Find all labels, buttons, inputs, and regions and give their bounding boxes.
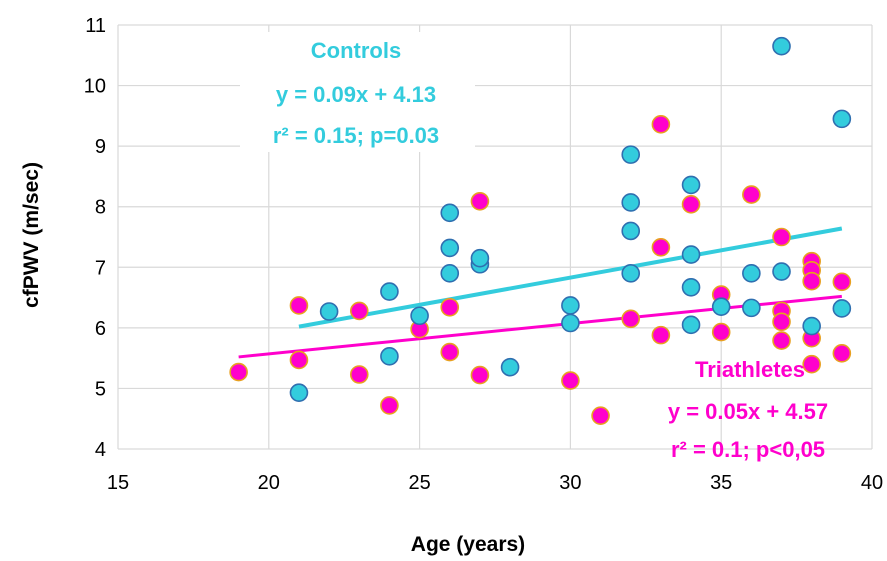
x-tick-label: 30	[559, 472, 581, 494]
triathletes-point	[681, 194, 701, 214]
controls-annotation-bg	[240, 32, 475, 152]
controls-point	[742, 298, 761, 318]
triathletes-point	[349, 365, 369, 384]
triathletes-point	[561, 371, 580, 390]
annotations: Controls y = 0.09x + 4.13 r² = 0.15; p=0.0…	[240, 32, 828, 462]
controls-point	[681, 315, 701, 335]
triathletes-annotation-line: y = 0.05x + 4.57	[668, 399, 828, 424]
y-tick-label: 4	[95, 439, 106, 461]
controls-point	[772, 36, 791, 56]
controls-point	[380, 347, 399, 366]
triathletes-point	[289, 350, 309, 370]
triathletes-trendline	[238, 294, 842, 359]
triathletes-point	[651, 325, 671, 345]
controls-point	[681, 277, 701, 297]
controls-point	[621, 264, 641, 283]
y-axis-title: cfPWV (m/sec)	[20, 162, 43, 308]
controls-annotation-line: r² = 0.15; p=0.03	[273, 123, 439, 148]
triathletes-point	[470, 365, 490, 385]
controls-point	[440, 238, 460, 258]
triathletes-point	[440, 342, 460, 362]
controls-trendline	[298, 226, 843, 329]
y-tick-label: 11	[85, 15, 106, 37]
triathletes-point	[832, 272, 852, 292]
triathletes-point	[772, 227, 791, 247]
controls-point	[711, 297, 731, 316]
controls-point	[500, 357, 520, 377]
x-tick-label: 20	[258, 472, 280, 494]
controls-point	[621, 145, 641, 164]
controls-point	[470, 248, 490, 268]
triathletes-point	[772, 331, 791, 350]
x-tick-label: 25	[408, 472, 430, 494]
triathletes-point	[621, 309, 641, 329]
triathletes-point	[772, 312, 791, 332]
controls-point	[380, 282, 399, 301]
data-points	[229, 36, 852, 425]
controls-point	[410, 306, 429, 326]
controls-point	[681, 175, 701, 195]
triathletes-point	[229, 362, 248, 382]
triathletes-point	[711, 322, 731, 342]
tick-labels: 4 5 6 7 8 9 10 11 15 20 25 30 35 40	[84, 15, 883, 494]
controls-point	[440, 264, 460, 283]
y-tick-label: 5	[95, 378, 106, 400]
triathletes-point	[832, 343, 852, 363]
triathletes-point	[651, 237, 671, 257]
controls-point	[561, 313, 580, 333]
controls-annotation-line: Controls	[311, 38, 401, 63]
controls-point	[681, 245, 701, 264]
triathletes-point	[470, 191, 490, 211]
triathletes-point	[349, 301, 369, 321]
triathletes-annotation-line: Triathletes	[695, 357, 805, 382]
y-tick-label: 8	[95, 197, 106, 219]
triathletes-point	[651, 115, 671, 134]
controls-point	[742, 264, 761, 283]
triathletes-point	[802, 271, 821, 291]
x-tick-label: 15	[107, 472, 129, 494]
triathletes-annotation-line: r² = 0.1; p<0,05	[671, 437, 825, 462]
triathletes-point	[742, 185, 761, 204]
controls-point	[440, 203, 460, 223]
triathletes-point	[440, 297, 460, 317]
y-tick-label: 6	[95, 318, 106, 340]
x-axis-title: Age (years)	[411, 533, 525, 556]
triathletes-point	[289, 296, 309, 315]
controls-point	[621, 221, 641, 241]
x-tick-label: 35	[710, 472, 732, 494]
controls-point	[319, 302, 339, 321]
triathletes-point	[380, 396, 399, 415]
controls-point	[772, 262, 791, 281]
x-tick-label: 40	[861, 472, 883, 494]
controls-point	[561, 296, 580, 315]
controls-point	[832, 109, 852, 129]
controls-point	[802, 316, 821, 336]
y-tick-label: 10	[84, 76, 106, 98]
controls-point	[832, 299, 852, 318]
controls-point	[289, 383, 309, 402]
y-tick-label: 7	[95, 257, 106, 279]
triathletes-point	[591, 406, 610, 425]
triathletes-point	[802, 354, 821, 374]
y-tick-label: 9	[95, 136, 106, 158]
controls-annotation-line: y = 0.09x + 4.13	[276, 82, 436, 107]
controls-point	[621, 193, 641, 212]
trendlines	[238, 226, 843, 359]
gridlines	[117, 24, 873, 450]
